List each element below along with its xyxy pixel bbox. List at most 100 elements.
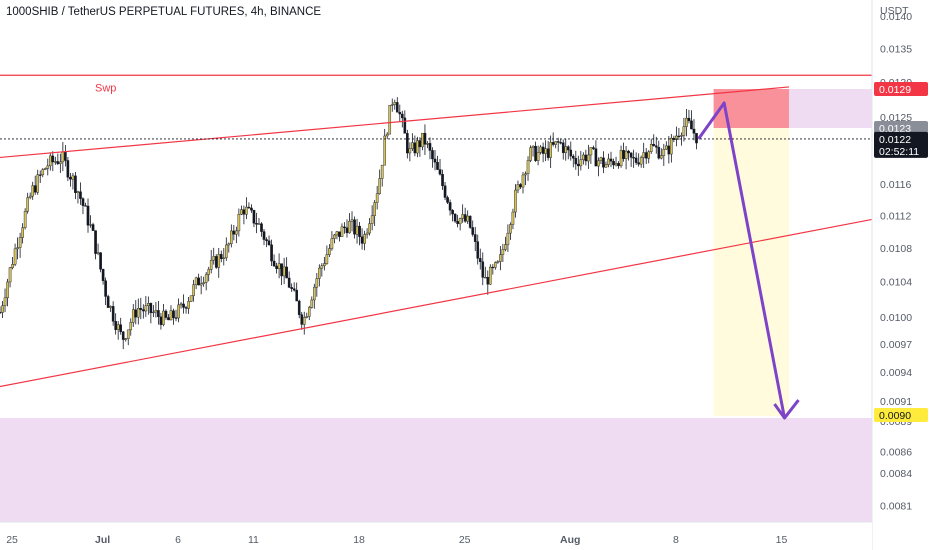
candle	[99, 252, 102, 273]
candle	[3, 288, 7, 313]
candle	[486, 270, 490, 295]
candle	[277, 253, 281, 279]
candle	[56, 153, 60, 166]
projection-arrow[interactable]	[697, 101, 786, 419]
chart-title: 1000SHIB / TetherUS PERPETUAL FUTURES, 4…	[6, 6, 322, 18]
candle	[255, 212, 258, 234]
candle	[481, 252, 485, 286]
candle	[622, 142, 625, 162]
x-tick-label: 15	[776, 534, 788, 546]
candle	[106, 294, 110, 308]
candle	[584, 149, 588, 166]
y-tick-label: 0.0081	[880, 500, 912, 512]
candle	[245, 197, 248, 220]
candle	[222, 248, 226, 266]
candle	[111, 301, 115, 326]
y-tick-label: 0.0100	[880, 312, 912, 324]
candle	[323, 256, 326, 271]
candle	[13, 243, 17, 267]
candle	[358, 222, 361, 246]
candle	[695, 133, 698, 150]
candle	[592, 145, 595, 151]
channel-upper[interactable]	[0, 86, 790, 159]
candle	[516, 180, 520, 194]
candle	[619, 145, 623, 168]
candle	[126, 329, 130, 346]
candle	[23, 208, 27, 230]
candle	[202, 276, 205, 287]
candle	[597, 157, 600, 177]
time-axis[interactable]: 25 Jul 6 11 18 25 Aug 8 15	[0, 521, 872, 550]
candle	[26, 192, 29, 214]
candle	[609, 151, 613, 168]
candle	[418, 137, 422, 157]
candle	[426, 141, 429, 149]
candle	[521, 172, 525, 194]
candle	[677, 127, 681, 141]
candle	[89, 215, 92, 228]
candle	[685, 109, 688, 137]
svg-text:0.0090: 0.0090	[879, 410, 911, 422]
candle	[330, 231, 334, 251]
y-tick-label: 0.0112	[880, 210, 911, 222]
candle	[290, 283, 293, 292]
candle	[403, 110, 407, 134]
candle	[665, 141, 668, 150]
candle	[224, 237, 228, 261]
candle	[451, 209, 454, 222]
stop-zone-extension	[789, 89, 872, 128]
candle	[71, 173, 75, 190]
candle	[395, 97, 399, 113]
candle	[8, 266, 12, 288]
candle	[438, 158, 442, 176]
candle	[297, 299, 301, 319]
candle	[471, 220, 475, 237]
candle	[61, 142, 65, 172]
candle	[589, 147, 593, 164]
candle	[59, 153, 62, 173]
candles-layer	[0, 97, 698, 350]
candle	[690, 110, 693, 130]
candle	[41, 168, 45, 178]
zones-layer	[0, 89, 872, 522]
candle	[333, 233, 336, 244]
candle	[571, 154, 575, 168]
candle	[546, 140, 550, 161]
candle	[534, 141, 537, 162]
candle	[252, 209, 256, 228]
candle	[265, 237, 268, 248]
candle	[506, 224, 510, 252]
candle	[237, 208, 241, 237]
svg-text:0.0122: 0.0122	[879, 134, 911, 146]
candle	[240, 205, 243, 216]
y-tick-label: 0.0094	[880, 367, 912, 379]
candle	[177, 298, 180, 323]
candle	[320, 263, 324, 277]
candle	[577, 155, 580, 176]
candle	[232, 224, 236, 241]
candle	[551, 132, 555, 147]
candle	[131, 304, 135, 327]
candle	[511, 208, 515, 230]
channel-lower[interactable]	[0, 218, 873, 388]
candle	[353, 216, 356, 239]
candle	[637, 153, 640, 167]
candle	[260, 222, 263, 237]
candle	[375, 185, 379, 210]
candle	[307, 305, 311, 320]
candle	[644, 148, 648, 165]
candle	[401, 110, 404, 128]
candle	[54, 156, 57, 165]
candle	[313, 283, 316, 309]
candle	[461, 204, 464, 223]
candle	[199, 275, 203, 295]
candle	[541, 142, 545, 163]
candle	[670, 134, 673, 163]
candle	[338, 231, 341, 242]
candle	[519, 183, 522, 189]
candle	[230, 224, 233, 248]
candle	[446, 195, 449, 205]
demand-zone	[0, 418, 872, 522]
candle	[489, 264, 492, 285]
